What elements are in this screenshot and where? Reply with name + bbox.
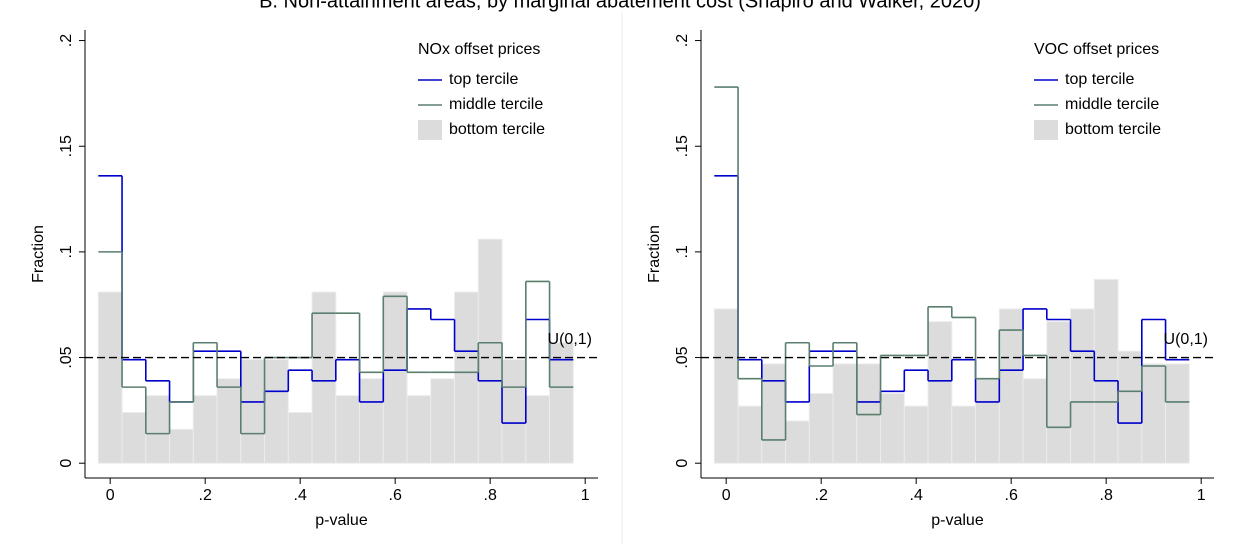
bar	[169, 428, 194, 464]
bar	[335, 395, 361, 464]
y-tick-label: .1	[58, 245, 75, 258]
bar	[1022, 378, 1048, 464]
bar	[525, 395, 551, 464]
legend-title: VOC offset prices	[1034, 41, 1159, 58]
page-title: B. Non-attainment areas, by marginal aba…	[259, 0, 981, 12]
legend-title: NOx offset prices	[418, 41, 540, 58]
bar	[549, 342, 574, 464]
bar	[1046, 321, 1072, 464]
bar	[808, 392, 834, 464]
x-tick-label: 0	[722, 487, 731, 504]
bar	[382, 291, 408, 464]
bar	[287, 411, 313, 464]
y-tick-label: 0	[58, 459, 75, 468]
bar	[1070, 308, 1095, 464]
x-axis-label: p-value	[315, 512, 368, 529]
y-tick-label: .1	[674, 245, 691, 258]
bar	[97, 291, 123, 464]
bar	[1165, 363, 1190, 464]
bar	[406, 395, 432, 464]
x-tick-label: 1	[581, 487, 590, 504]
bar	[785, 420, 810, 464]
x-tick-label: 1	[1197, 487, 1206, 504]
bar	[951, 405, 977, 464]
bar	[880, 392, 905, 464]
bar	[856, 363, 882, 464]
legend-swatch	[1034, 120, 1058, 140]
legend-label: top tercile	[1065, 71, 1134, 88]
x-tick-label: .4	[910, 487, 923, 504]
bar	[832, 363, 858, 464]
x-tick-label: .8	[484, 487, 497, 504]
bar	[192, 395, 218, 464]
y-tick-label: 0	[674, 459, 691, 468]
bar	[761, 363, 787, 464]
x-tick-label: .8	[1100, 487, 1113, 504]
bar	[477, 238, 503, 464]
bar	[927, 321, 953, 464]
bar	[240, 359, 266, 464]
y-axis-label: Fraction	[30, 225, 47, 283]
bar	[903, 405, 929, 464]
y-tick-label: .05	[674, 346, 691, 368]
bar	[311, 291, 337, 464]
bar	[1117, 350, 1143, 464]
bar	[975, 378, 1000, 464]
x-axis-label: p-value	[931, 512, 984, 529]
legend-label: bottom tercile	[1065, 121, 1161, 138]
reference-label: U(0,1)	[1164, 331, 1208, 348]
reference-label: U(0,1)	[548, 331, 592, 348]
y-axis-label: Fraction	[646, 225, 663, 283]
bar	[145, 395, 171, 464]
bar	[454, 291, 479, 464]
bar	[264, 359, 289, 464]
bar	[430, 378, 456, 464]
legend-label: middle tercile	[449, 96, 543, 113]
x-tick-label: .4	[294, 487, 307, 504]
bar	[359, 378, 384, 464]
bar	[216, 378, 242, 464]
bar	[501, 359, 527, 464]
legend-label: top tercile	[449, 71, 518, 88]
legend-label: bottom tercile	[449, 121, 545, 138]
x-tick-label: .2	[199, 487, 212, 504]
bar	[998, 308, 1024, 464]
y-tick-label: .15	[674, 135, 691, 157]
bar	[713, 308, 739, 464]
y-tick-label: .2	[674, 34, 691, 47]
x-tick-label: .6	[389, 487, 402, 504]
y-tick-label: .15	[58, 135, 75, 157]
x-tick-label: .6	[1005, 487, 1018, 504]
x-tick-label: 0	[106, 487, 115, 504]
bar	[1093, 278, 1119, 464]
y-tick-label: .05	[58, 346, 75, 368]
bar	[1141, 363, 1167, 464]
bar	[121, 411, 147, 464]
x-tick-label: .2	[815, 487, 828, 504]
y-tick-label: .2	[58, 34, 75, 47]
legend-label: middle tercile	[1065, 96, 1159, 113]
legend-swatch	[418, 120, 442, 140]
bar	[737, 405, 763, 464]
